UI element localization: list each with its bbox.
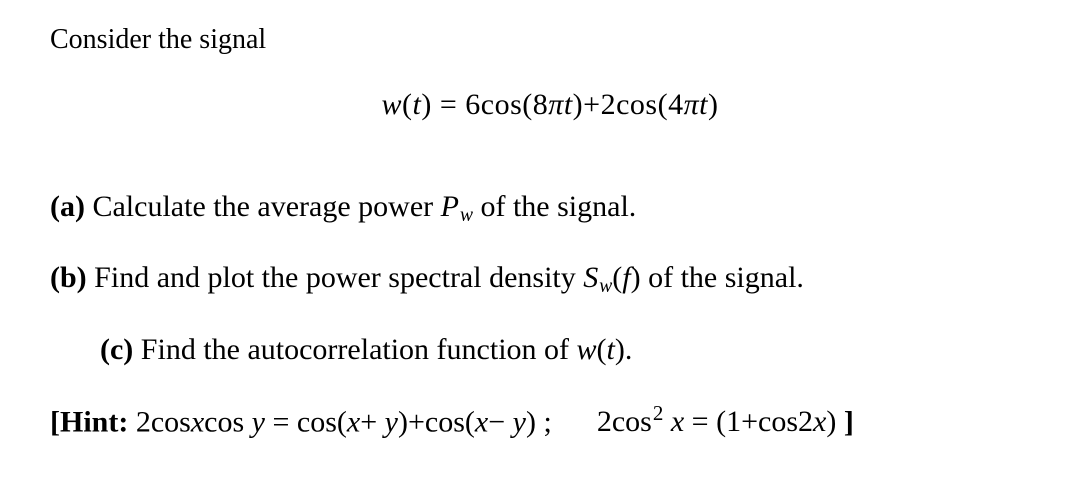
- hint-gap: [559, 405, 589, 438]
- part-c-symbol: w: [577, 333, 597, 366]
- eq-fn1: cos: [481, 88, 523, 121]
- part-b-sub: w: [598, 276, 612, 297]
- part-b-symbol: S: [583, 261, 598, 294]
- eq-fn2: cos: [616, 88, 658, 121]
- hint-identity-1: 2cosxcos y = cos(x+ y)+cos(x− y) ;: [136, 405, 560, 438]
- eq-lhs-var: w: [382, 88, 403, 121]
- part-c-post: .: [625, 333, 633, 366]
- part-a: (a) Calculate the average power Pw of th…: [50, 186, 1050, 229]
- part-a-sub: w: [459, 205, 473, 226]
- part-a-label: (a): [50, 190, 85, 223]
- part-c-arg: t: [607, 333, 615, 366]
- part-c-pre: Find the autocorrelation function of: [133, 333, 576, 366]
- part-b-post: of the signal.: [641, 261, 804, 294]
- part-a-symbol: P: [441, 190, 459, 223]
- part-b-label: (b): [50, 261, 87, 294]
- part-c-label: (c): [100, 333, 133, 366]
- eq-coef2: 2: [601, 88, 617, 121]
- problem-page: Consider the signal w(t) = 6cos(8πt)+2co…: [0, 0, 1080, 500]
- hint-line: [Hint: 2cosxcos y = cos(x+ y)+cos(x− y) …: [50, 399, 1050, 444]
- part-a-pre: Calculate the average power: [85, 190, 441, 223]
- part-b: (b) Find and plot the power spectral den…: [50, 257, 1050, 300]
- hint-close: ]: [844, 405, 854, 438]
- intro-text: Consider the signal: [50, 20, 1050, 59]
- part-b-pre: Find and plot the power spectral density: [87, 261, 584, 294]
- hint-label: [Hint:: [50, 405, 128, 438]
- part-a-post: of the signal.: [473, 190, 636, 223]
- part-c: (c) Find the autocorrelation function of…: [50, 329, 1050, 371]
- signal-equation: w(t) = 6cos(8πt)+2cos(4πt): [50, 84, 1050, 126]
- part-b-arg: f: [622, 261, 630, 294]
- hint-identity-2: 2cos2 x = (1+cos2x): [589, 405, 844, 438]
- eq-coef1: 6: [465, 88, 481, 121]
